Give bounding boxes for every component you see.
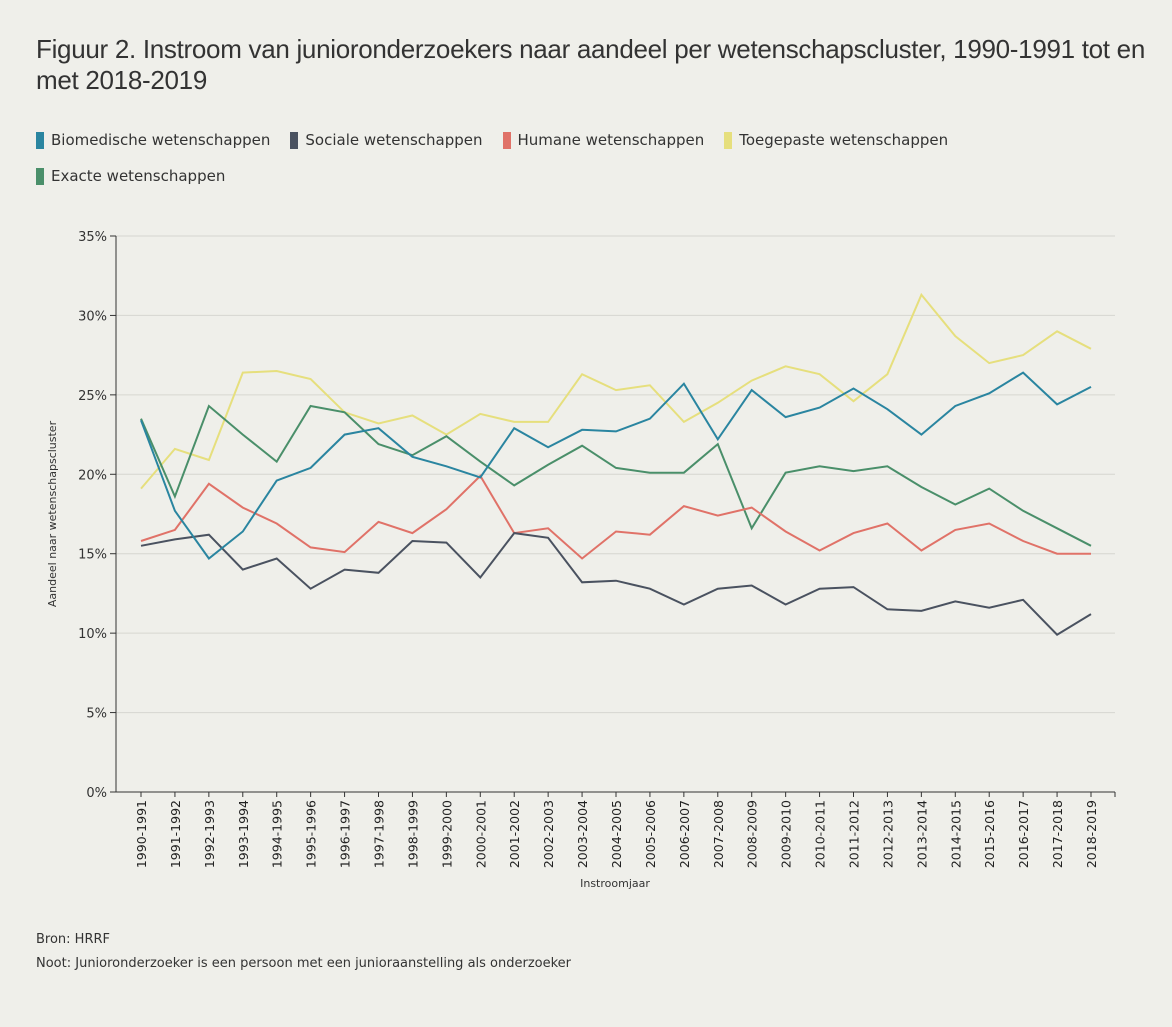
x-tick-label: 2018-2019 bbox=[1084, 800, 1099, 868]
legend-swatch-icon bbox=[290, 131, 299, 149]
x-tick-label: 2007-2008 bbox=[711, 800, 726, 868]
x-tick-label: 1990-1991 bbox=[134, 800, 149, 868]
x-tick-label: 1999-2000 bbox=[439, 800, 454, 868]
y-axis-ticks: 0% 5% 10% 15% 20% 25% 30% 35% bbox=[78, 230, 116, 801]
legend-item-biomedische: Biomedische wetenschappen bbox=[36, 130, 270, 150]
x-tick-label: 2017-2018 bbox=[1050, 800, 1065, 868]
x-tick-label: 1993-1994 bbox=[236, 800, 251, 868]
source-note: Bron: HRRF bbox=[36, 932, 111, 947]
legend-item-exacte: Exacte wetenschappen bbox=[36, 166, 225, 186]
legend-item-humane: Humane wetenschappen bbox=[502, 130, 705, 150]
x-tick-label: 2011-2012 bbox=[847, 800, 862, 868]
chart-title: Figuur 2. Instroom van junioronderzoeker… bbox=[36, 34, 1145, 95]
y-axis-label: Aandeel naar wetenschapscluster bbox=[46, 420, 59, 607]
x-tick-label: 2012-2013 bbox=[880, 800, 895, 868]
y-tick-label: 10% bbox=[78, 627, 107, 642]
y-tick-label: 25% bbox=[78, 389, 107, 404]
x-tick-label: 2015-2016 bbox=[982, 800, 997, 868]
y-tick-label: 35% bbox=[78, 230, 107, 245]
y-tick-label: 0% bbox=[86, 786, 107, 801]
x-tick-label: 1992-1993 bbox=[202, 800, 217, 868]
legend-label: Sociale wetenschappen bbox=[305, 131, 483, 149]
gridlines bbox=[116, 235, 1115, 714]
x-axis-ticks: 1990-1991 1991-1992 1992-1993 1993-1994 1994… bbox=[134, 792, 1099, 868]
legend-swatch-icon bbox=[36, 131, 44, 149]
series-lines bbox=[140, 292, 1092, 636]
legend-label: Biomedische wetenschappen bbox=[51, 131, 271, 149]
y-tick-label: 15% bbox=[78, 548, 107, 563]
x-tick-label: 1991-1992 bbox=[168, 800, 183, 868]
x-tick-label: 2006-2007 bbox=[677, 800, 692, 868]
series-line-sociale-wetenschappen bbox=[140, 532, 1092, 636]
x-tick-label: 2004-2005 bbox=[609, 800, 624, 868]
x-tick-label: 1995-1996 bbox=[304, 800, 319, 868]
legend-swatch-icon bbox=[502, 131, 511, 149]
legend-swatch-icon bbox=[36, 167, 44, 185]
x-tick-label: 2009-2010 bbox=[779, 800, 794, 868]
x-tick-label: 2005-2006 bbox=[643, 800, 658, 868]
legend-item-toegepaste: Toegepaste wetenschappen bbox=[724, 130, 948, 150]
series-line-exacte-wetenschappen bbox=[140, 404, 1092, 547]
x-tick-label: 2001-2002 bbox=[507, 800, 522, 868]
x-tick-label: 2003-2004 bbox=[575, 800, 590, 868]
y-tick-label: 5% bbox=[86, 707, 107, 722]
x-tick-label: 1998-1999 bbox=[405, 800, 420, 868]
x-tick-label: 1996-1997 bbox=[338, 800, 353, 868]
series-line-biomedische-wetenschappen bbox=[140, 371, 1092, 560]
x-tick-label: 2002-2003 bbox=[541, 800, 556, 868]
legend-item-sociale: Sociale wetenschappen bbox=[290, 130, 483, 150]
x-tick-label: 2014-2015 bbox=[948, 800, 963, 868]
legend-label: Humane wetenschappen bbox=[517, 131, 705, 149]
x-tick-label: 2000-2001 bbox=[473, 800, 488, 868]
x-tick-label: 2013-2014 bbox=[914, 800, 929, 868]
x-tick-label: 1994-1995 bbox=[270, 800, 285, 868]
legend-swatch-icon bbox=[724, 131, 733, 149]
series-line-toegepaste-wetenschappen bbox=[140, 292, 1092, 490]
legend-label: Toegepaste wetenschappen bbox=[739, 131, 949, 149]
x-tick-label: 1997-1998 bbox=[372, 800, 387, 868]
y-tick-label: 20% bbox=[78, 468, 107, 483]
x-tick-label: 2008-2009 bbox=[745, 800, 760, 868]
footnote: Noot: Junioronderzoeker is een persoon m… bbox=[36, 956, 572, 971]
legend-label: Exacte wetenschappen bbox=[51, 167, 226, 185]
x-tick-label: 2016-2017 bbox=[1016, 800, 1031, 868]
chart-legend: Biomedische wetenschappen Sociale wetens… bbox=[36, 130, 1036, 186]
x-tick-label: 2010-2011 bbox=[813, 800, 828, 868]
y-tick-label: 30% bbox=[78, 309, 107, 324]
series-line-humane-wetenschappen bbox=[140, 474, 1091, 560]
x-axis-label: Instroomjaar bbox=[580, 877, 650, 890]
